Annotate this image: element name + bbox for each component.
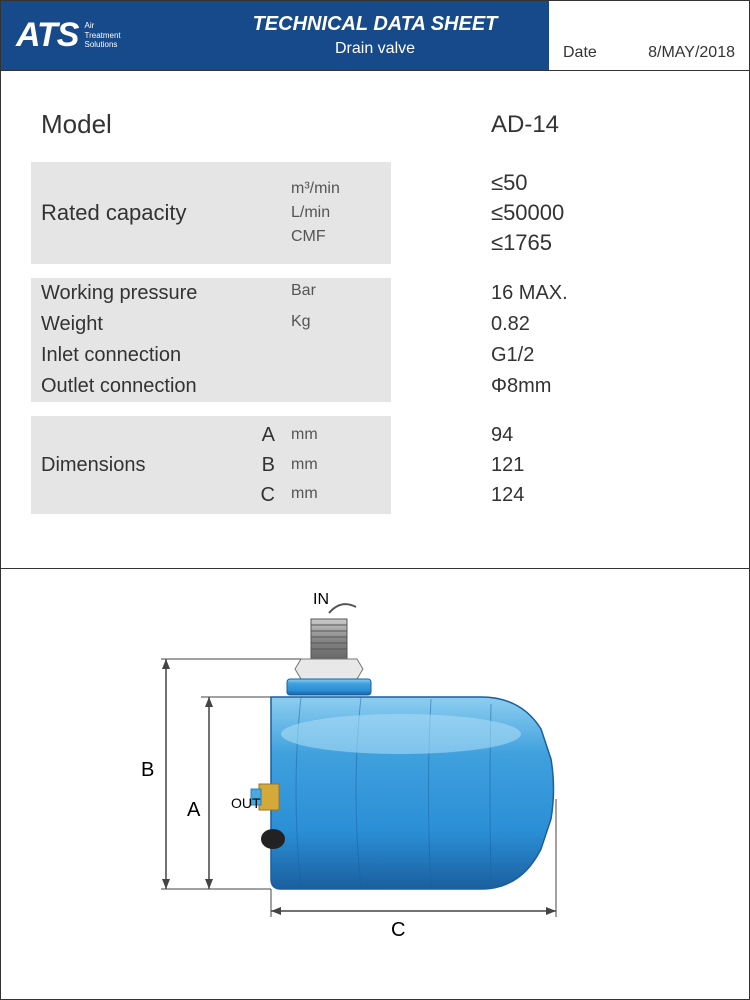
valve-svg [101, 589, 621, 949]
inlet-label: IN [313, 591, 329, 609]
dimensions-label: Dimensions [31, 416, 241, 514]
logo-subtitle: Air Treatment Solutions [84, 21, 120, 50]
specs-block: Working pressure Bar 16 MAX. Weight Kg 0… [31, 278, 719, 402]
title-cell: TECHNICAL DATA SHEET Drain valve [201, 1, 549, 70]
date-label: Date [563, 44, 597, 62]
dim-b-label: B [141, 759, 154, 782]
spec-section: Model AD-14 Rated capacity m³/min L/min … [1, 71, 749, 569]
table-row: Inlet connection G1/2 [31, 340, 719, 371]
valve-diagram: IN OUT B A C [101, 589, 621, 949]
rated-capacity-units: m³/min L/min CMF [281, 162, 391, 264]
date-cell: Date 8/MAY/2018 [549, 1, 749, 70]
doc-title: TECHNICAL DATA SHEET [253, 13, 498, 36]
doc-subtitle: Drain valve [335, 40, 415, 58]
dim-c-label: C [391, 919, 405, 942]
dimension-values: 94 121 124 [391, 416, 719, 514]
table-row: Outlet connection Φ8mm [31, 371, 719, 402]
diagram-section: IN OUT B A C [1, 569, 749, 999]
table-row: Weight Kg 0.82 [31, 309, 719, 340]
dimension-letters: A B C [241, 416, 281, 514]
rated-capacity-row: Rated capacity m³/min L/min CMF ≤50 ≤500… [31, 162, 719, 264]
model-value: AD-14 [391, 101, 719, 148]
rated-capacity-values: ≤50 ≤50000 ≤1765 [391, 162, 719, 264]
dimensions-row: Dimensions A B C mm mm mm 94 121 124 [31, 416, 719, 514]
model-row: Model AD-14 [31, 101, 719, 148]
dim-a-label: A [187, 799, 200, 822]
logo-cell: ATS Air Treatment Solutions [1, 1, 201, 70]
logo-text: ATS [16, 16, 78, 55]
dimension-units: mm mm mm [281, 416, 391, 514]
outlet-label: OUT [231, 795, 261, 811]
date-value: 8/MAY/2018 [648, 44, 735, 62]
header: ATS Air Treatment Solutions TECHNICAL DA… [1, 1, 749, 71]
rated-capacity-label: Rated capacity [31, 162, 281, 264]
table-row: Working pressure Bar 16 MAX. [31, 278, 719, 309]
datasheet-page: ATS Air Treatment Solutions TECHNICAL DA… [0, 0, 750, 1000]
model-label: Model [31, 101, 281, 148]
